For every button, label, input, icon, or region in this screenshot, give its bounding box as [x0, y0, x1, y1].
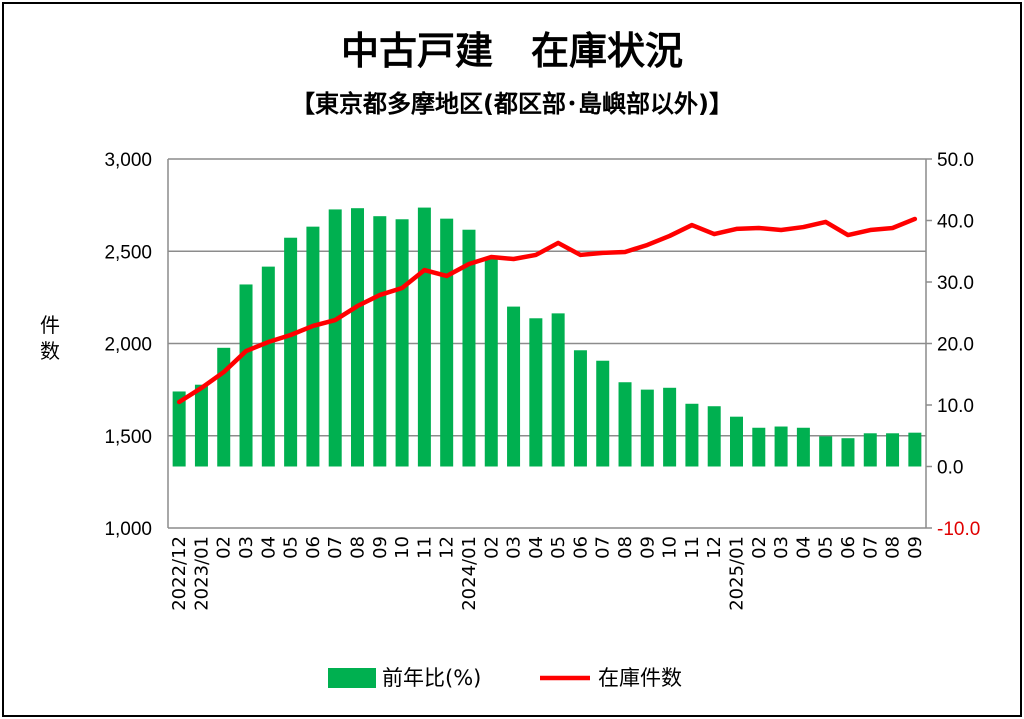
x-axis-tick-label: 02: [481, 536, 502, 559]
bar-yoy-09: [640, 389, 654, 467]
bar-yoy-02: [217, 347, 231, 467]
x-axis-tick-label: 11: [682, 536, 703, 559]
x-axis-tick-label: 08: [348, 536, 369, 559]
x-axis-tick-label: 2023/01: [191, 536, 212, 611]
right-axis-tick-label: 0.0: [937, 458, 963, 479]
x-axis-tick-label: 12: [704, 536, 725, 559]
x-axis-tick-label: 04: [258, 536, 279, 559]
x-axis-tick-label: 05: [548, 536, 569, 559]
legend-bar-swatch: [328, 668, 376, 688]
bar-yoy-07: [596, 360, 610, 467]
x-axis-tick-label: 07: [325, 536, 346, 559]
bar-yoy-09: [908, 432, 922, 467]
bar-yoy-12: [440, 218, 454, 467]
x-axis-tick-label: 11: [414, 536, 435, 559]
x-axis-tick-label: 03: [771, 536, 792, 559]
bar-yoy-06: [306, 226, 320, 467]
right-axis-tick-label: 40.0: [937, 212, 974, 233]
bar-yoy-2023/01: [194, 384, 208, 467]
y-axis-label-char-1: 件: [40, 313, 60, 337]
x-axis-tick-label: 08: [615, 536, 636, 559]
bar-yoy-04: [796, 427, 810, 467]
bar-yoy-08: [351, 208, 364, 467]
bar-yoy-02: [752, 427, 766, 467]
line-inventory: [176, 216, 918, 405]
bar-yoy-2022/12: [172, 391, 186, 467]
bar-yoy-07: [328, 209, 342, 467]
x-axis-tick-label: 06: [570, 536, 591, 559]
x-axis-tick-label: 02: [214, 536, 235, 559]
right-axis-tick-label: -10.0: [937, 519, 980, 540]
x-axis-tick-label: 2025/01: [727, 536, 748, 611]
x-axis-tick-label: 09: [905, 536, 926, 559]
bar-yoy-07: [863, 433, 877, 467]
x-axis-tick-label: 2022/12: [169, 536, 190, 611]
left-axis-tick-label: 3,000: [104, 150, 152, 171]
left-axis-tick-label: 2,500: [104, 242, 152, 263]
legend-label-yoy: 前年比(%): [382, 666, 481, 690]
x-axis-tick-label: 12: [437, 536, 458, 559]
bar-yoy-04: [261, 266, 275, 467]
bar-yoy-04: [529, 318, 543, 467]
x-axis-tick-label: 10: [392, 536, 413, 559]
bar-yoy-05: [551, 313, 565, 467]
bar-yoy-06: [573, 350, 587, 467]
bar-yoy-08: [886, 433, 900, 467]
bar-yoy-2024/01: [462, 229, 476, 467]
bar-yoy-03: [507, 306, 521, 467]
bar-yoy-05: [284, 237, 298, 467]
bar-yoy-11: [417, 207, 431, 467]
left-axis-tick-label: 2,000: [104, 335, 152, 356]
x-axis-tick-label: 07: [593, 536, 614, 559]
bar-yoy-05: [819, 436, 833, 467]
x-axis-tick-label: 05: [281, 536, 302, 559]
bar-yoy-03: [239, 284, 253, 467]
bar-yoy-09: [373, 216, 387, 467]
x-axis-tick-label: 2024/01: [459, 536, 480, 611]
right-axis-tick-label: 10.0: [937, 396, 974, 417]
x-axis-tick-label: 03: [236, 536, 257, 559]
right-axis-tick-label: 30.0: [937, 273, 974, 294]
right-axis-tick-label: 20.0: [937, 335, 974, 356]
legend-label-inventory: 在庫件数: [598, 666, 682, 690]
chart-subtitle: 【東京都多摩地区(都区部･島嶼部以外)】: [291, 90, 733, 118]
bar-yoy-12: [707, 406, 721, 467]
chart-title: 中古戸建 在庫状況: [341, 29, 683, 73]
x-axis-tick-label: 04: [526, 536, 547, 559]
y-axis-label-char-2: 数: [40, 339, 60, 363]
bar-yoy-06: [841, 438, 855, 467]
left-axis-tick-label: 1,500: [104, 427, 152, 448]
x-axis-tick-label: 08: [883, 536, 904, 559]
bar-yoy-08: [618, 382, 632, 467]
bar-yoy-2025/01: [730, 416, 743, 467]
x-axis-tick-label: 05: [816, 536, 837, 559]
x-axis-tick-label: 03: [504, 536, 525, 559]
left-axis-tick-label: 1,000: [104, 519, 152, 540]
x-axis-tick-label: 07: [860, 536, 881, 559]
x-axis-tick-label: 09: [637, 536, 658, 559]
x-axis-tick-label: 04: [793, 536, 814, 559]
bar-yoy-02: [484, 257, 498, 467]
x-axis-tick-label: 10: [660, 536, 681, 559]
bar-yoy-10: [395, 219, 409, 467]
x-axis-tick-label: 06: [838, 536, 859, 559]
bar-yoy-10: [663, 387, 677, 467]
x-axis-tick-label: 02: [749, 536, 770, 559]
bar-yoy-03: [774, 426, 788, 467]
bar-yoy-11: [685, 403, 699, 467]
x-axis-tick-label: 09: [370, 536, 391, 559]
x-axis-tick-label: 06: [303, 536, 324, 559]
right-axis-tick-label: 50.0: [937, 150, 974, 171]
